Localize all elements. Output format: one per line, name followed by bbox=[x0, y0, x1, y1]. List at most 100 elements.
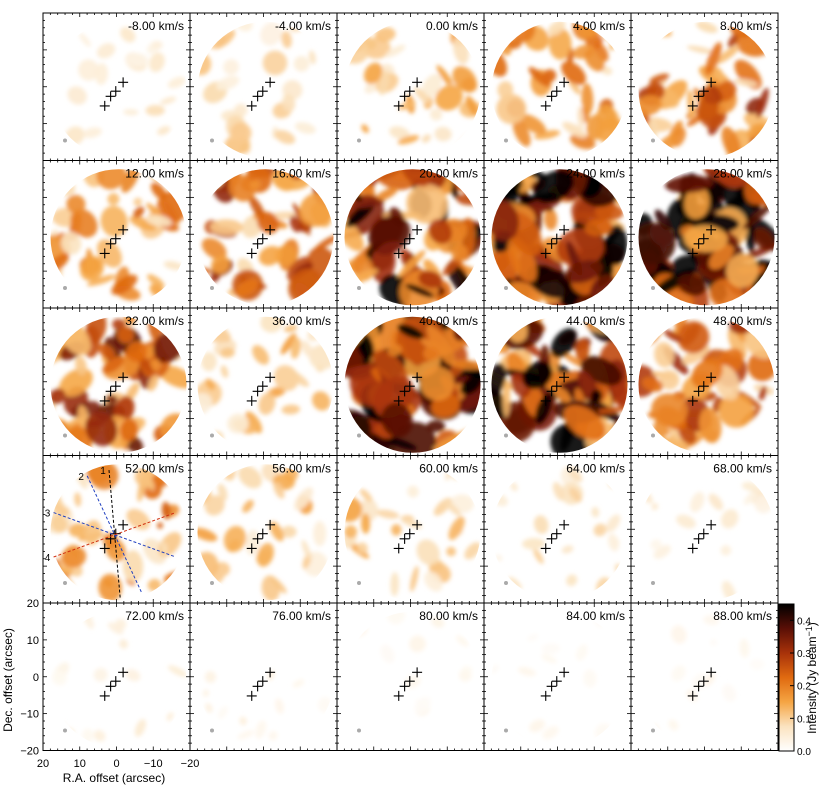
source-marker bbox=[105, 238, 116, 249]
emission-blob bbox=[410, 565, 419, 592]
emission-blob bbox=[494, 25, 512, 56]
source-marker bbox=[99, 690, 110, 701]
source-marker bbox=[546, 91, 557, 102]
emission-blob bbox=[436, 64, 455, 89]
emission bbox=[50, 464, 187, 601]
emission-blob bbox=[461, 666, 473, 673]
emission-blob bbox=[718, 393, 754, 428]
emission-blob bbox=[405, 283, 434, 298]
source-marker bbox=[257, 86, 268, 97]
emission-blob bbox=[734, 59, 762, 90]
emission-blob bbox=[273, 481, 285, 499]
emission-blob bbox=[68, 523, 88, 538]
channel-panel: 80.00 km/s bbox=[336, 602, 485, 751]
emission-blob bbox=[107, 622, 124, 635]
source-marker bbox=[246, 248, 257, 259]
emission-blob bbox=[126, 53, 149, 68]
emission-blob bbox=[721, 509, 739, 529]
source-marker bbox=[99, 395, 110, 406]
emission-blob bbox=[381, 402, 413, 438]
emission-blob bbox=[242, 499, 254, 513]
source-marker bbox=[687, 395, 698, 406]
source-marker bbox=[687, 543, 698, 554]
emission-blob bbox=[739, 638, 750, 658]
emission-blob bbox=[344, 292, 371, 301]
beam-marker bbox=[63, 581, 67, 585]
emission-blob bbox=[426, 324, 456, 366]
emission-blob bbox=[561, 351, 585, 368]
emission-blob bbox=[429, 108, 443, 121]
emission-blob bbox=[420, 366, 455, 401]
source-marker bbox=[706, 77, 717, 88]
emission-blob bbox=[528, 66, 551, 88]
beam-marker bbox=[651, 138, 655, 143]
emission-blob bbox=[344, 169, 382, 191]
beam-marker bbox=[651, 433, 655, 438]
emission-blob bbox=[85, 411, 118, 447]
emission-blob bbox=[344, 217, 364, 252]
emission-blob bbox=[235, 21, 253, 32]
emission-blob bbox=[123, 316, 136, 326]
colorbar-label: Intensity (Jy beam−1) bbox=[804, 622, 819, 734]
source-marker bbox=[693, 681, 704, 692]
source-marker bbox=[698, 676, 709, 687]
emission-blob bbox=[576, 644, 588, 661]
emission-blob bbox=[307, 328, 321, 342]
beam-marker bbox=[210, 138, 214, 143]
source-marker bbox=[110, 676, 121, 687]
emission-blob bbox=[529, 719, 545, 733]
emission-blob bbox=[156, 522, 164, 529]
source-marker bbox=[706, 519, 717, 530]
source-marker bbox=[693, 238, 704, 249]
emission-blob bbox=[663, 329, 682, 343]
emission-blob bbox=[596, 577, 610, 594]
emission-blob bbox=[460, 375, 481, 395]
emission-blob bbox=[149, 52, 165, 73]
channel-panel: 88.00 km/s bbox=[630, 602, 779, 751]
emission-blob bbox=[642, 377, 663, 392]
x-axis-label: R.A. offset (arcsec) bbox=[63, 771, 165, 785]
emission-blob bbox=[709, 638, 718, 647]
emission-blob bbox=[638, 316, 656, 328]
channel-panel: 0.00 km/s bbox=[336, 12, 485, 161]
emission-blob bbox=[197, 527, 218, 542]
emission-blob bbox=[426, 420, 446, 433]
emission-blob bbox=[201, 619, 215, 633]
emission-blob bbox=[145, 214, 172, 227]
emission-blob bbox=[125, 669, 141, 682]
emission-blob bbox=[129, 215, 157, 231]
source-marker bbox=[540, 248, 551, 259]
emission-blob bbox=[83, 520, 102, 546]
emission-blob bbox=[209, 316, 218, 332]
cut-label: 2 bbox=[78, 472, 84, 483]
source-marker bbox=[399, 91, 410, 102]
emission-blob bbox=[638, 321, 658, 333]
emission-blob bbox=[421, 134, 432, 143]
emission-blob bbox=[506, 732, 523, 743]
source-marker bbox=[393, 543, 404, 554]
source-marker bbox=[412, 372, 423, 383]
emission-blob bbox=[220, 347, 235, 358]
emission-blob bbox=[281, 404, 301, 415]
emission-blob bbox=[491, 664, 500, 674]
source-marker bbox=[105, 386, 116, 397]
channel-velocity-label: 16.00 km/s bbox=[272, 167, 331, 181]
emission-blob bbox=[424, 571, 443, 592]
channel-panels: -8.00 km/s -4.00 km/s 0.00 km/s 4.00 km/s 8.… bbox=[42, 12, 779, 751]
source-marker bbox=[551, 86, 562, 97]
emission-blob bbox=[593, 523, 607, 537]
channel-velocity-label: 64.00 km/s bbox=[566, 462, 625, 476]
source-marker bbox=[698, 86, 709, 97]
axes: R.A. offset (arcsec) Dec. offset (arcsec… bbox=[1, 598, 199, 785]
panel-annotations: 1 2 3 4 bbox=[45, 466, 176, 600]
emission-blob bbox=[385, 44, 406, 58]
emission-blob bbox=[434, 126, 452, 142]
emission-blob bbox=[197, 392, 213, 415]
source-marker bbox=[393, 248, 404, 259]
source-marker bbox=[252, 533, 263, 544]
emission-blob bbox=[727, 328, 747, 360]
beam-marker bbox=[63, 433, 67, 438]
emission-blob bbox=[607, 533, 619, 552]
emission-blob bbox=[209, 219, 244, 236]
beam-marker bbox=[357, 138, 361, 143]
